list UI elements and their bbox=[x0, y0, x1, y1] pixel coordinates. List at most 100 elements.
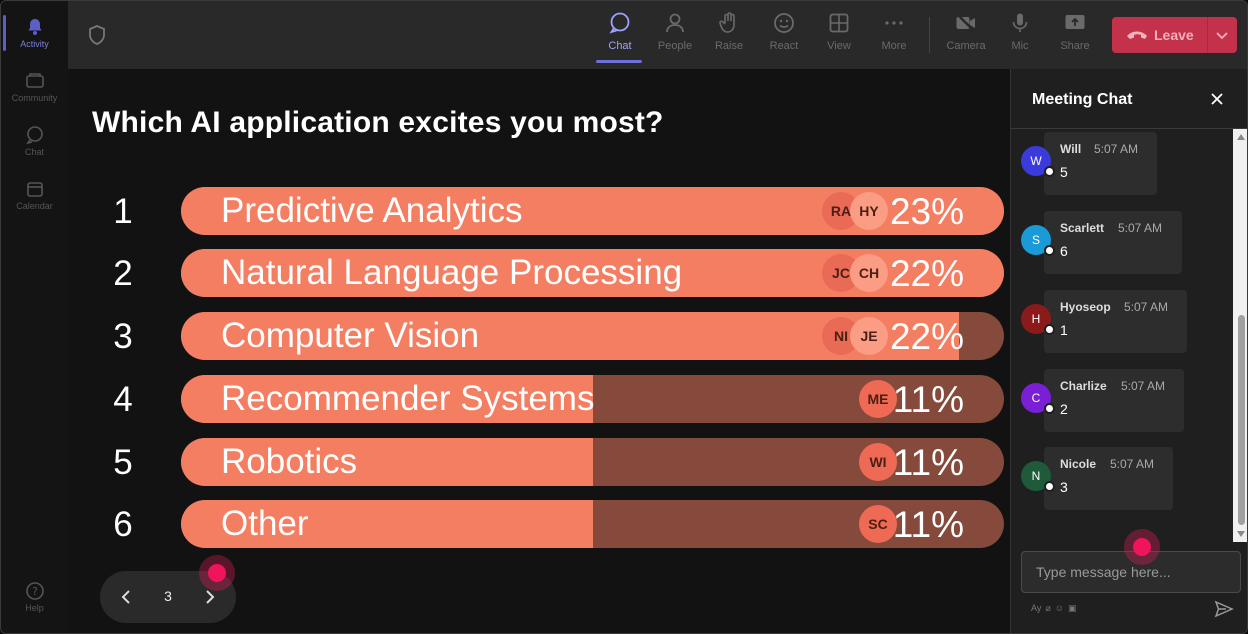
chevron-right-icon[interactable] bbox=[200, 587, 220, 607]
svg-text:?: ? bbox=[32, 585, 38, 598]
option-bar: Computer Vision 22% NI JE bbox=[181, 312, 1004, 360]
attach-icon[interactable]: ⌀ bbox=[1045, 603, 1051, 613]
leave-button[interactable]: Leave bbox=[1112, 17, 1237, 53]
click-indicator bbox=[199, 555, 235, 591]
message-input[interactable] bbox=[1021, 551, 1241, 593]
meeting-chat-panel: Meeting Chat Will 5:07 AM 5 W Scarlett 5:07 A… bbox=[1010, 69, 1247, 633]
view-button[interactable]: View bbox=[813, 11, 865, 61]
chat-button-label: Chat bbox=[608, 40, 632, 52]
option-bar-fill bbox=[181, 438, 593, 486]
option-label: Recommender Systems bbox=[221, 379, 595, 418]
scrollbar-thumb[interactable] bbox=[1238, 315, 1245, 525]
option-percent: 11% bbox=[892, 379, 964, 420]
sender-name: Scarlett bbox=[1060, 221, 1105, 235]
rail-label: Chat bbox=[24, 147, 44, 157]
option-label: Other bbox=[221, 504, 309, 543]
send-icon[interactable] bbox=[1214, 599, 1234, 619]
rail-item-community[interactable]: Community bbox=[1, 61, 68, 113]
presence-status-icon bbox=[1044, 324, 1055, 335]
meeting-toolbar: Chat People Raise React View More Camera bbox=[68, 1, 1247, 69]
raise-hand-button[interactable]: Raise bbox=[703, 11, 755, 61]
rail-label: Help bbox=[25, 603, 44, 613]
message-text: 1 bbox=[1060, 322, 1068, 338]
chat-panel-title: Meeting Chat bbox=[1032, 91, 1133, 108]
rail-item-help[interactable]: ? Help bbox=[1, 571, 68, 623]
voter-avatar: CH bbox=[850, 254, 888, 292]
presence-status-icon bbox=[1044, 403, 1055, 414]
option-percent: 23% bbox=[889, 191, 964, 232]
option-number: 5 bbox=[113, 443, 133, 482]
people-icon bbox=[666, 13, 684, 33]
poll-option-row: 4 Recommender Systems 11% ME bbox=[68, 375, 1010, 423]
message-text: 5 bbox=[1060, 164, 1068, 180]
hand-icon bbox=[719, 12, 735, 33]
mic-icon bbox=[1012, 13, 1028, 32]
poll-option-row: 3 Computer Vision 22% NI JE bbox=[68, 312, 1010, 360]
chat-button[interactable]: Chat bbox=[594, 11, 646, 63]
view-button-label: View bbox=[827, 40, 851, 52]
more-button[interactable]: More bbox=[868, 11, 920, 61]
message-bubble: Hyoseop 5:07 AM 1 bbox=[1044, 290, 1187, 353]
camera-off-icon bbox=[956, 13, 976, 33]
react-button[interactable]: React bbox=[758, 11, 810, 61]
message-bubble: Nicole 5:07 AM 3 bbox=[1044, 447, 1173, 510]
sender-name: Charlize bbox=[1060, 379, 1107, 393]
more-dots-icon bbox=[885, 21, 903, 25]
option-bar: Other 11% SC bbox=[181, 500, 1004, 548]
hang-up-icon bbox=[1127, 31, 1147, 39]
option-label: Natural Language Processing bbox=[221, 253, 683, 292]
rail-label: Activity bbox=[20, 39, 49, 49]
option-percent: 11% bbox=[892, 442, 964, 483]
chat-scrollbar[interactable] bbox=[1233, 129, 1247, 542]
rail-item-calendar[interactable]: Calendar bbox=[1, 169, 68, 221]
chevron-down-icon[interactable] bbox=[1214, 27, 1230, 43]
chat-message[interactable]: Scarlett 5:07 AM 6 S bbox=[1011, 211, 1233, 275]
presence-status-icon bbox=[1044, 245, 1055, 256]
people-button[interactable]: People bbox=[649, 11, 701, 61]
emoji-icon[interactable]: ☺ bbox=[1054, 603, 1064, 613]
message-bubble: Scarlett 5:07 AM 6 bbox=[1044, 211, 1182, 274]
chevron-left-icon[interactable] bbox=[116, 587, 136, 607]
poll-option-row: 5 Robotics 11% WI bbox=[68, 438, 1010, 486]
chat-message[interactable]: Charlize 5:07 AM 2 C bbox=[1011, 369, 1233, 433]
click-indicator bbox=[1124, 529, 1160, 565]
message-time: 5:07 AM bbox=[1118, 221, 1163, 235]
smiley-icon bbox=[774, 13, 794, 33]
community-icon bbox=[25, 73, 44, 88]
chat-message[interactable]: Nicole 5:07 AM 3 N bbox=[1011, 447, 1233, 511]
sender-name: Will bbox=[1060, 142, 1082, 156]
chat-icon bbox=[609, 12, 630, 34]
mic-button[interactable]: Mic bbox=[994, 11, 1046, 61]
format-icon[interactable]: Ay bbox=[1031, 603, 1042, 613]
option-percent: 11% bbox=[892, 504, 964, 545]
option-bar-fill bbox=[181, 375, 593, 423]
message-time: 5:07 AM bbox=[1094, 142, 1139, 156]
option-number: 6 bbox=[113, 505, 133, 544]
rail-label: Calendar bbox=[16, 201, 53, 211]
gif-icon[interactable]: ▣ bbox=[1067, 603, 1077, 613]
scroll-up-arrow-icon[interactable] bbox=[1237, 134, 1245, 140]
scroll-down-arrow-icon[interactable] bbox=[1237, 531, 1245, 537]
presence-status-icon bbox=[1044, 481, 1055, 492]
camera-button[interactable]: Camera bbox=[940, 11, 992, 61]
chat-message[interactable]: Hyoseop 5:07 AM 1 H bbox=[1011, 290, 1233, 354]
composer-tools: Ay ⌀ ☺ ▣ bbox=[1031, 603, 1076, 614]
page-number: 3 bbox=[164, 588, 172, 604]
message-time: 5:07 AM bbox=[1124, 300, 1169, 314]
raise-button-label: Raise bbox=[714, 40, 744, 52]
share-button[interactable]: Share bbox=[1049, 11, 1101, 61]
voter-avatar: JE bbox=[850, 317, 888, 355]
voter-avatar: SC bbox=[859, 505, 897, 543]
shield-icon[interactable] bbox=[88, 25, 106, 45]
chat-message[interactable]: Will 5:07 AM 5 W bbox=[1011, 132, 1233, 196]
rail-item-activity[interactable]: Activity bbox=[1, 7, 68, 59]
rail-item-chat[interactable]: Chat bbox=[1, 115, 68, 167]
option-number: 1 bbox=[113, 192, 133, 231]
share-button-label: Share bbox=[1060, 40, 1090, 52]
sender-name: Nicole bbox=[1060, 457, 1097, 471]
close-icon[interactable] bbox=[1209, 91, 1225, 107]
help-icon: ? bbox=[25, 582, 44, 600]
poll-option-row: 6 Other 11% SC bbox=[68, 500, 1010, 548]
react-button-label: React bbox=[769, 40, 799, 52]
chat-header-divider bbox=[1011, 128, 1247, 129]
